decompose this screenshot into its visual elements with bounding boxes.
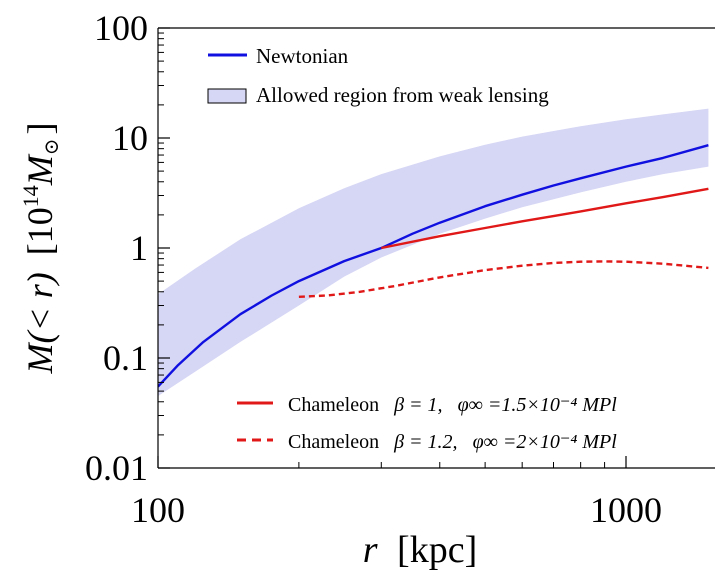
y-tick-label: 100 bbox=[94, 8, 148, 48]
y-tick-label: 0.01 bbox=[85, 448, 148, 488]
y-tick-label: 10 bbox=[112, 118, 148, 158]
y-axis-label: M(< r) [1014M⊙] bbox=[18, 122, 63, 374]
newtonian-curve bbox=[158, 144, 709, 388]
chameleon-beta1p2-curve bbox=[298, 260, 709, 298]
x-tick-label: 100 bbox=[131, 490, 185, 530]
legend-band-swatch bbox=[207, 88, 247, 104]
legend-chameleon1-label: Chameleon β = 1, φ∞ =1.5×10⁻⁴ MPl bbox=[288, 394, 617, 416]
y-tick-label: 0.1 bbox=[103, 338, 148, 378]
legend-newtonian-label: Newtonian bbox=[256, 44, 349, 68]
legend-top: Newtonian Allowed region from weak lensi… bbox=[207, 44, 549, 107]
x-axis-label: r [kpc] bbox=[363, 529, 477, 571]
legend-band-label: Allowed region from weak lensing bbox=[256, 83, 549, 107]
weak-lensing-band bbox=[158, 108, 709, 397]
y-tick-label: 1 bbox=[130, 228, 148, 268]
legend-bottom: Chameleon β = 1, φ∞ =1.5×10⁻⁴ MPl Chamel… bbox=[237, 394, 617, 453]
x-tick-label: 1000 bbox=[590, 490, 662, 530]
legend-chameleon2-label: Chameleon β = 1.2, φ∞ =2×10⁻⁴ MPl bbox=[288, 431, 617, 453]
chameleon-beta1-curve bbox=[381, 187, 709, 250]
